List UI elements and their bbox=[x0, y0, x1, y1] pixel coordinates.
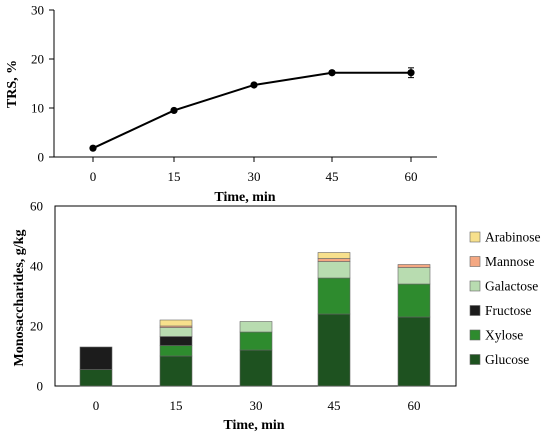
bar-y-axis-label: Monosaccharides, g/kg bbox=[12, 230, 27, 367]
monosaccharides-bar-chart: 0 20 40 60 0 15 30 45 60 Arabinose Mannose Galact… bbox=[12, 199, 540, 434]
bar-segment-arabinose bbox=[317, 252, 351, 259]
bar-segment-glucose bbox=[317, 313, 351, 387]
legend-swatch-xylose bbox=[469, 329, 481, 341]
trs-x-tick-label: 0 bbox=[90, 169, 97, 184]
legend-label-arabinose: Arabinose bbox=[485, 230, 540, 245]
bar-segment-galactose bbox=[239, 321, 273, 333]
bar-y-tick-label: 20 bbox=[30, 319, 43, 334]
bar-x-tick-label: 60 bbox=[408, 398, 421, 413]
bar-segment-xylose bbox=[397, 283, 431, 318]
bar-segment-glucose bbox=[397, 316, 431, 387]
trs-x-tick-label: 60 bbox=[405, 169, 418, 184]
trs-x-tick-label: 15 bbox=[168, 169, 181, 184]
bar-segment-glucose bbox=[159, 355, 193, 387]
legend-swatch-fructose bbox=[469, 305, 481, 316]
bar-segment-xylose bbox=[317, 277, 351, 315]
bar-segment-mannose bbox=[397, 264, 431, 268]
bar-x-tick-label: 30 bbox=[250, 398, 263, 413]
trs-y-tick-label: 10 bbox=[31, 101, 44, 116]
legend-label-glucose: Glucose bbox=[485, 352, 529, 367]
trs-x-tick-label: 45 bbox=[326, 169, 339, 184]
bar-x-tick-label: 15 bbox=[170, 398, 183, 413]
bar-segment-arabinose bbox=[159, 319, 193, 327]
bar-y-tick-label: 0 bbox=[37, 379, 44, 394]
bar-segment-glucose bbox=[239, 349, 273, 387]
bar-segment-xylose bbox=[239, 331, 273, 351]
bar-y-tick-label: 40 bbox=[30, 259, 43, 274]
bar-y-tick-label: 60 bbox=[30, 199, 43, 214]
trs-x-axis-label: Time, min bbox=[214, 190, 275, 205]
legend-swatch-mannose bbox=[469, 256, 481, 267]
legend-swatch-arabinose bbox=[469, 231, 481, 243]
trs-line-chart: 0 10 20 30 0 15 30 45 60 Time, min TRS, % bbox=[5, 3, 437, 205]
bar-segment-galactose bbox=[159, 327, 193, 337]
trs-y-axis-label: TRS, % bbox=[5, 60, 20, 108]
legend-label-fructose: Fructose bbox=[485, 303, 532, 318]
legend-swatch-galactose bbox=[469, 280, 481, 292]
trs-data-point bbox=[407, 69, 415, 77]
trs-data-point bbox=[89, 144, 97, 152]
legend-label-mannose: Mannose bbox=[485, 254, 535, 269]
bar-legend: Arabinose Mannose Galactose Fructose Xylose G… bbox=[469, 230, 540, 367]
trs-y-tick-label: 20 bbox=[31, 52, 44, 67]
bar-segment-mannose bbox=[317, 258, 351, 262]
bar-x-tick-label: 0 bbox=[93, 398, 100, 413]
bar-x-axis-label: Time, min bbox=[223, 418, 284, 433]
bar-x-tick-label: 45 bbox=[328, 398, 341, 413]
trs-y-tick-label: 0 bbox=[38, 150, 45, 165]
trs-x-tick-label: 30 bbox=[248, 169, 261, 184]
bar-segment-fructose bbox=[79, 346, 113, 370]
trs-y-tick-label: 30 bbox=[31, 3, 44, 18]
bar-segment-xylose bbox=[159, 345, 193, 357]
bar-segment-fructose bbox=[159, 336, 193, 346]
trs-data-point bbox=[170, 106, 178, 115]
bar-segment-glucose bbox=[79, 369, 113, 387]
legend-label-xylose: Xylose bbox=[485, 328, 523, 343]
legend-swatch-glucose bbox=[469, 354, 481, 365]
trs-data-point bbox=[328, 69, 336, 77]
trs-data-point bbox=[250, 81, 258, 89]
bar-segment-galactose bbox=[397, 267, 431, 285]
legend-label-galactose: Galactose bbox=[485, 279, 538, 294]
bar-segment-galactose bbox=[317, 261, 351, 279]
